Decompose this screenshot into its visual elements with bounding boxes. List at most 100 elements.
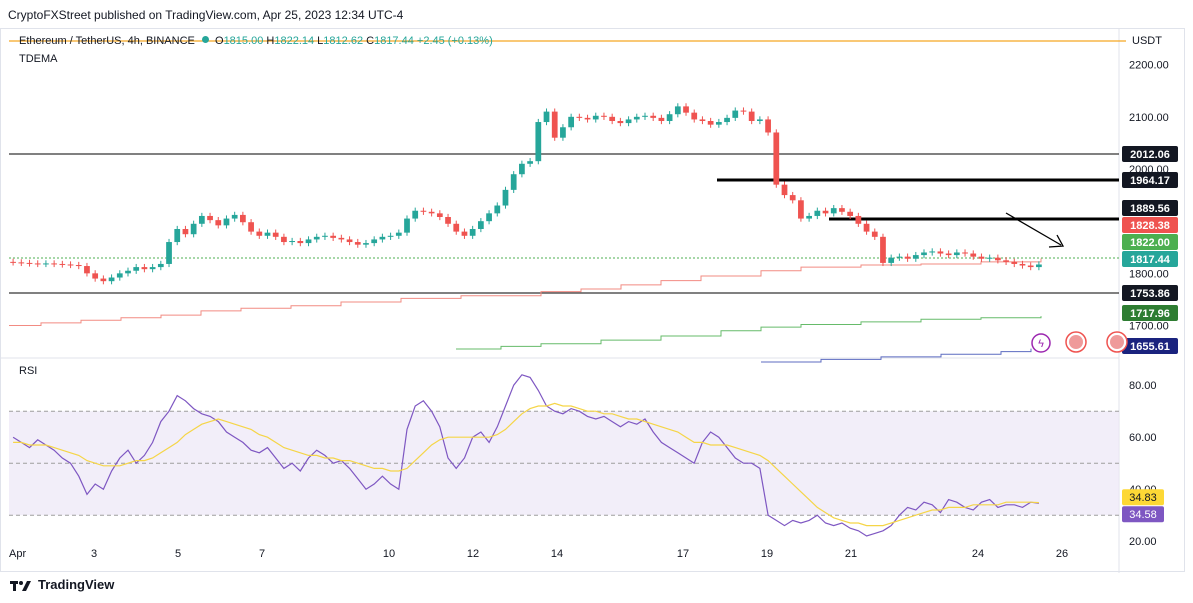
candle[interactable] bbox=[166, 238, 172, 268]
candle[interactable] bbox=[929, 248, 936, 256]
candle[interactable] bbox=[699, 116, 706, 125]
candle[interactable] bbox=[289, 237, 295, 246]
candle[interactable] bbox=[650, 112, 657, 121]
candle[interactable] bbox=[240, 211, 246, 226]
symbol-title[interactable]: Ethereum / TetherUS, 4h, BINANCE bbox=[19, 35, 195, 47]
candle[interactable] bbox=[732, 107, 739, 121]
candle[interactable] bbox=[371, 236, 378, 247]
candle[interactable] bbox=[133, 263, 140, 274]
candle[interactable] bbox=[962, 249, 968, 257]
candle[interactable] bbox=[921, 249, 927, 259]
candle[interactable] bbox=[92, 270, 99, 282]
candle[interactable] bbox=[26, 259, 33, 267]
candle[interactable] bbox=[248, 219, 254, 235]
candle[interactable] bbox=[10, 258, 16, 266]
candle[interactable] bbox=[781, 181, 788, 199]
candle[interactable] bbox=[51, 260, 58, 268]
candle[interactable] bbox=[502, 186, 509, 209]
event-icons[interactable]: ϟ bbox=[1031, 331, 1128, 353]
candle[interactable] bbox=[994, 254, 1001, 264]
candle[interactable] bbox=[707, 117, 714, 128]
candle[interactable] bbox=[568, 113, 575, 131]
candle[interactable] bbox=[453, 220, 460, 235]
rsi-title[interactable]: RSI bbox=[19, 365, 38, 377]
candle[interactable] bbox=[773, 129, 780, 188]
candle[interactable] bbox=[34, 260, 41, 268]
candle[interactable] bbox=[666, 111, 673, 125]
candle[interactable] bbox=[855, 212, 862, 227]
horizontal-lines[interactable] bbox=[9, 153, 1119, 294]
candle[interactable] bbox=[477, 218, 484, 233]
candle[interactable] bbox=[436, 210, 443, 221]
candle[interactable] bbox=[847, 208, 854, 220]
candle[interactable] bbox=[798, 197, 804, 222]
candle[interactable] bbox=[970, 250, 977, 260]
candle[interactable] bbox=[116, 270, 123, 281]
candle[interactable] bbox=[1011, 258, 1018, 268]
candle[interactable] bbox=[839, 205, 845, 215]
candle[interactable] bbox=[551, 108, 558, 141]
candle[interactable] bbox=[1027, 262, 1034, 271]
candle[interactable] bbox=[822, 207, 829, 217]
candle[interactable] bbox=[428, 208, 435, 217]
candle[interactable] bbox=[272, 229, 279, 240]
candle[interactable] bbox=[757, 116, 763, 125]
candle[interactable] bbox=[863, 220, 870, 235]
candle[interactable] bbox=[207, 212, 213, 224]
candle[interactable] bbox=[174, 225, 181, 246]
candle[interactable] bbox=[519, 160, 525, 178]
candle[interactable] bbox=[896, 253, 903, 261]
candle[interactable] bbox=[584, 114, 591, 123]
lightning-icon[interactable] bbox=[1031, 333, 1051, 353]
candle[interactable] bbox=[617, 117, 624, 127]
candle[interactable] bbox=[190, 220, 197, 238]
candle[interactable] bbox=[18, 259, 25, 267]
candle[interactable] bbox=[125, 267, 131, 277]
candle[interactable] bbox=[387, 232, 394, 240]
candle[interactable] bbox=[305, 236, 312, 247]
candle[interactable] bbox=[674, 103, 681, 118]
time-axis[interactable]: Apr 3 5 7 10 12 14 17 19 21 24 26 bbox=[9, 548, 1068, 560]
candle[interactable] bbox=[888, 254, 895, 267]
candle[interactable] bbox=[412, 207, 419, 222]
candle[interactable] bbox=[871, 228, 878, 240]
candle[interactable] bbox=[84, 262, 90, 277]
candle[interactable] bbox=[1003, 257, 1009, 265]
candle[interactable] bbox=[75, 261, 82, 270]
candle[interactable] bbox=[625, 116, 632, 127]
candle[interactable] bbox=[510, 171, 517, 193]
candle[interactable] bbox=[986, 254, 993, 262]
candle[interactable] bbox=[576, 113, 583, 121]
candle[interactable] bbox=[346, 236, 353, 246]
candle[interactable] bbox=[609, 113, 616, 125]
candle[interactable] bbox=[313, 233, 320, 243]
candle[interactable] bbox=[912, 251, 919, 262]
candle[interactable] bbox=[445, 213, 451, 227]
candle[interactable] bbox=[264, 229, 271, 239]
candle[interactable] bbox=[978, 253, 985, 262]
candle[interactable] bbox=[43, 260, 49, 268]
candle[interactable] bbox=[527, 158, 533, 167]
candle[interactable] bbox=[281, 233, 287, 246]
candle[interactable] bbox=[215, 217, 222, 229]
candle[interactable] bbox=[748, 108, 755, 125]
candle[interactable] bbox=[740, 107, 747, 115]
trend-arrow[interactable] bbox=[1005, 212, 1062, 246]
candle[interactable] bbox=[395, 229, 402, 239]
candle[interactable] bbox=[937, 248, 944, 257]
candle[interactable] bbox=[231, 211, 238, 222]
candle[interactable] bbox=[1019, 260, 1026, 269]
candle[interactable] bbox=[814, 207, 821, 220]
candle[interactable] bbox=[543, 108, 550, 126]
candle[interactable] bbox=[904, 253, 911, 262]
candle[interactable] bbox=[486, 210, 492, 225]
candle[interactable] bbox=[322, 232, 328, 240]
candle[interactable] bbox=[182, 225, 189, 238]
candle[interactable] bbox=[945, 250, 952, 259]
candle[interactable] bbox=[691, 109, 698, 123]
candle[interactable] bbox=[469, 225, 476, 239]
candle[interactable] bbox=[601, 112, 607, 120]
candle[interactable] bbox=[953, 249, 960, 259]
candle[interactable] bbox=[830, 205, 837, 217]
